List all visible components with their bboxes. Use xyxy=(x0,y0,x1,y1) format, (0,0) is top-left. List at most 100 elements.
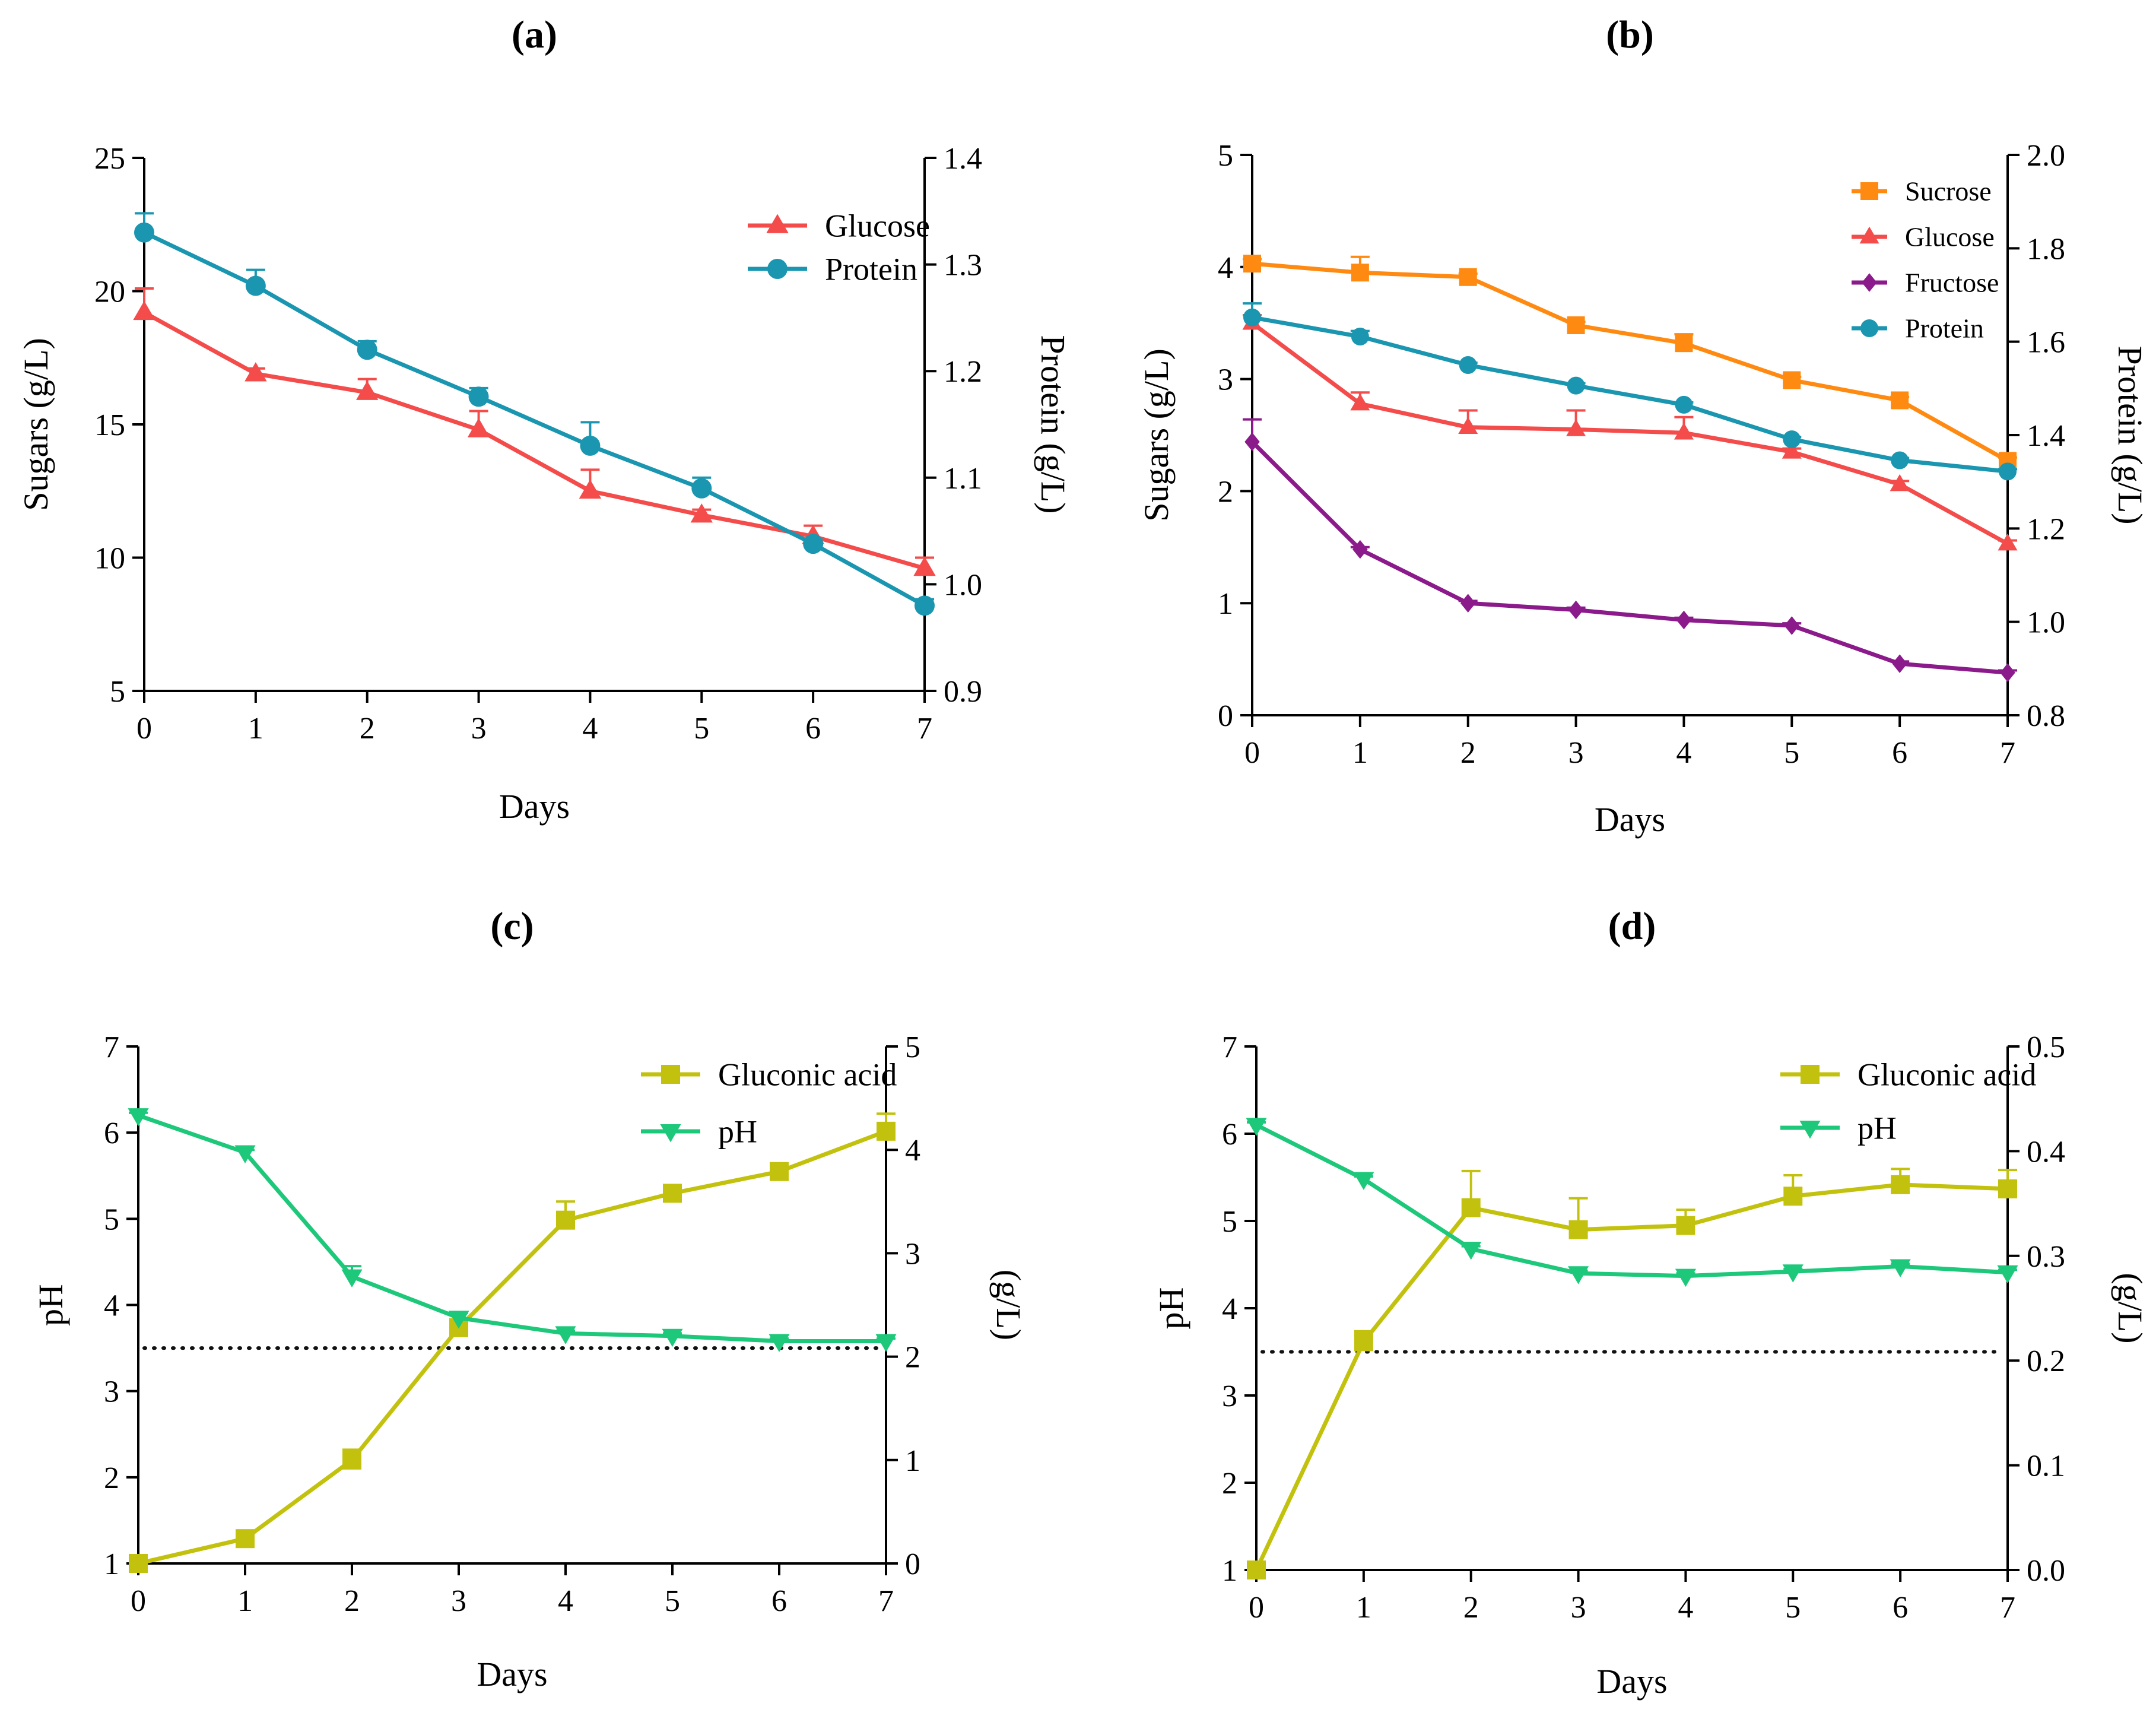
y2-tick-label: 1.0 xyxy=(944,568,982,602)
point-marker xyxy=(1998,533,2018,551)
point-marker xyxy=(356,380,379,400)
x-tick-label: 5 xyxy=(665,1584,680,1618)
y-axis-label: pH xyxy=(31,1284,70,1326)
x-axis-label: Days xyxy=(477,1655,547,1693)
point-marker xyxy=(770,1162,789,1181)
x-tick-label: 5 xyxy=(1785,1591,1801,1625)
y2-tick-label: 1.1 xyxy=(944,462,982,496)
x-tick-label: 1 xyxy=(1352,736,1368,770)
x-tick-label: 4 xyxy=(1678,1591,1693,1625)
point-marker xyxy=(1890,1259,1911,1277)
y-tick-label: 4 xyxy=(104,1289,119,1323)
point-marker xyxy=(2000,663,2015,683)
y-tick-label: 5 xyxy=(110,675,125,709)
x-tick-label: 1 xyxy=(248,712,263,746)
point-marker xyxy=(1352,540,1368,559)
point-marker xyxy=(1353,1172,1374,1190)
point-marker xyxy=(1244,432,1260,452)
y-tick-label: 1 xyxy=(1218,587,1233,621)
legend-label: pH xyxy=(718,1114,757,1149)
y2-tick-label: 0.0 xyxy=(2027,1554,2065,1588)
point-marker xyxy=(1458,417,1478,434)
panel-title: (d) xyxy=(1608,905,1656,948)
x-tick-label: 3 xyxy=(1571,1591,1586,1625)
point-marker xyxy=(1351,264,1369,282)
y-tick-label: 4 xyxy=(1218,251,1233,285)
y-axis-label: Sugars (g/L) xyxy=(17,338,55,511)
point-marker xyxy=(1674,422,1694,440)
x-tick-label: 0 xyxy=(1249,1591,1264,1625)
point-marker xyxy=(1567,376,1585,395)
x-tick-label: 7 xyxy=(917,712,932,746)
x-tick-label: 3 xyxy=(451,1584,466,1618)
y2-tick-label: 0.4 xyxy=(2027,1135,2065,1169)
y-tick-label: 5 xyxy=(1218,139,1233,173)
x-tick-label: 0 xyxy=(131,1584,146,1618)
point-marker xyxy=(1783,371,1801,389)
point-marker xyxy=(245,275,266,296)
y2-tick-label: 4 xyxy=(905,1134,920,1168)
point-marker xyxy=(1997,1265,2018,1284)
point-marker xyxy=(1247,1560,1266,1579)
point-marker xyxy=(133,300,155,321)
panel-d: (d)0 1 2 3 4 5 6 712345670.00.10.20.30.40.5Days… xyxy=(1152,905,2149,1701)
point-marker xyxy=(1459,268,1477,286)
point-marker xyxy=(1783,1187,1803,1206)
y2-tick-label: 1.3 xyxy=(944,249,982,283)
point-marker xyxy=(134,222,154,243)
point-marker xyxy=(1782,442,1802,459)
panel-title: (c) xyxy=(490,905,534,948)
point-marker xyxy=(1784,616,1800,635)
point-marker xyxy=(1892,654,1907,673)
x-tick-label: 4 xyxy=(558,1584,573,1618)
y2-tick-label: 0.5 xyxy=(2027,1030,2065,1064)
y-tick-label: 2 xyxy=(1222,1467,1237,1501)
legend-label: Glucose xyxy=(825,208,930,243)
y2-axis-label: Protein (g/L) xyxy=(1034,335,1072,513)
y-tick-label: 6 xyxy=(1222,1118,1237,1152)
series-gluconic-acid xyxy=(129,1112,896,1573)
y2-axis-label: (g/L) xyxy=(989,1270,1028,1340)
legend-label: Fructose xyxy=(1905,268,1999,298)
point-marker xyxy=(913,556,936,576)
y2-tick-label: 1 xyxy=(905,1444,920,1478)
point-marker xyxy=(1246,1118,1267,1136)
series-line xyxy=(137,1113,886,1343)
y2-tick-label: 1.0 xyxy=(2027,606,2065,640)
x-tick-label: 5 xyxy=(694,712,709,746)
point-marker xyxy=(468,386,489,407)
panel-a: (a) 0 1 2 3 4 5 6 7 5 10 15 20 25 0.9 1.0 1.1 1.2 1.3 1.4 Da… xyxy=(17,13,1072,826)
legend-label: Protein xyxy=(825,251,917,287)
y-tick-label: 5 xyxy=(104,1203,119,1236)
point-marker xyxy=(1459,356,1477,374)
y2-tick-label: 1.4 xyxy=(944,142,982,176)
point-marker xyxy=(1783,430,1801,449)
point-marker xyxy=(128,1108,149,1127)
point-marker xyxy=(580,435,601,456)
point-marker xyxy=(556,1210,575,1230)
y2-tick-label: 0 xyxy=(905,1547,920,1581)
point-marker xyxy=(234,1145,256,1163)
y2-tick-label: 0.8 xyxy=(2027,699,2065,733)
point-marker xyxy=(1568,600,1584,620)
series-line xyxy=(1254,1182,2008,1571)
x-axis-label: Days xyxy=(499,787,570,826)
point-marker xyxy=(662,1328,683,1347)
x-tick-label: 6 xyxy=(805,712,821,746)
point-marker xyxy=(236,1529,255,1549)
point-marker xyxy=(1891,1175,1910,1194)
point-marker xyxy=(769,1334,790,1352)
y2-tick-label: 1.2 xyxy=(944,355,982,389)
y-tick-label: 6 xyxy=(104,1116,119,1150)
y-tick-label: 3 xyxy=(1222,1379,1237,1413)
series-line xyxy=(143,310,925,570)
x-tick-label: 0 xyxy=(1244,736,1260,770)
series-ph xyxy=(1246,1118,2018,1287)
point-marker xyxy=(803,534,824,554)
panel-title: (b) xyxy=(1606,13,1654,56)
point-marker xyxy=(766,214,789,233)
point-marker xyxy=(1799,1121,1821,1139)
point-marker xyxy=(1675,1268,1697,1287)
